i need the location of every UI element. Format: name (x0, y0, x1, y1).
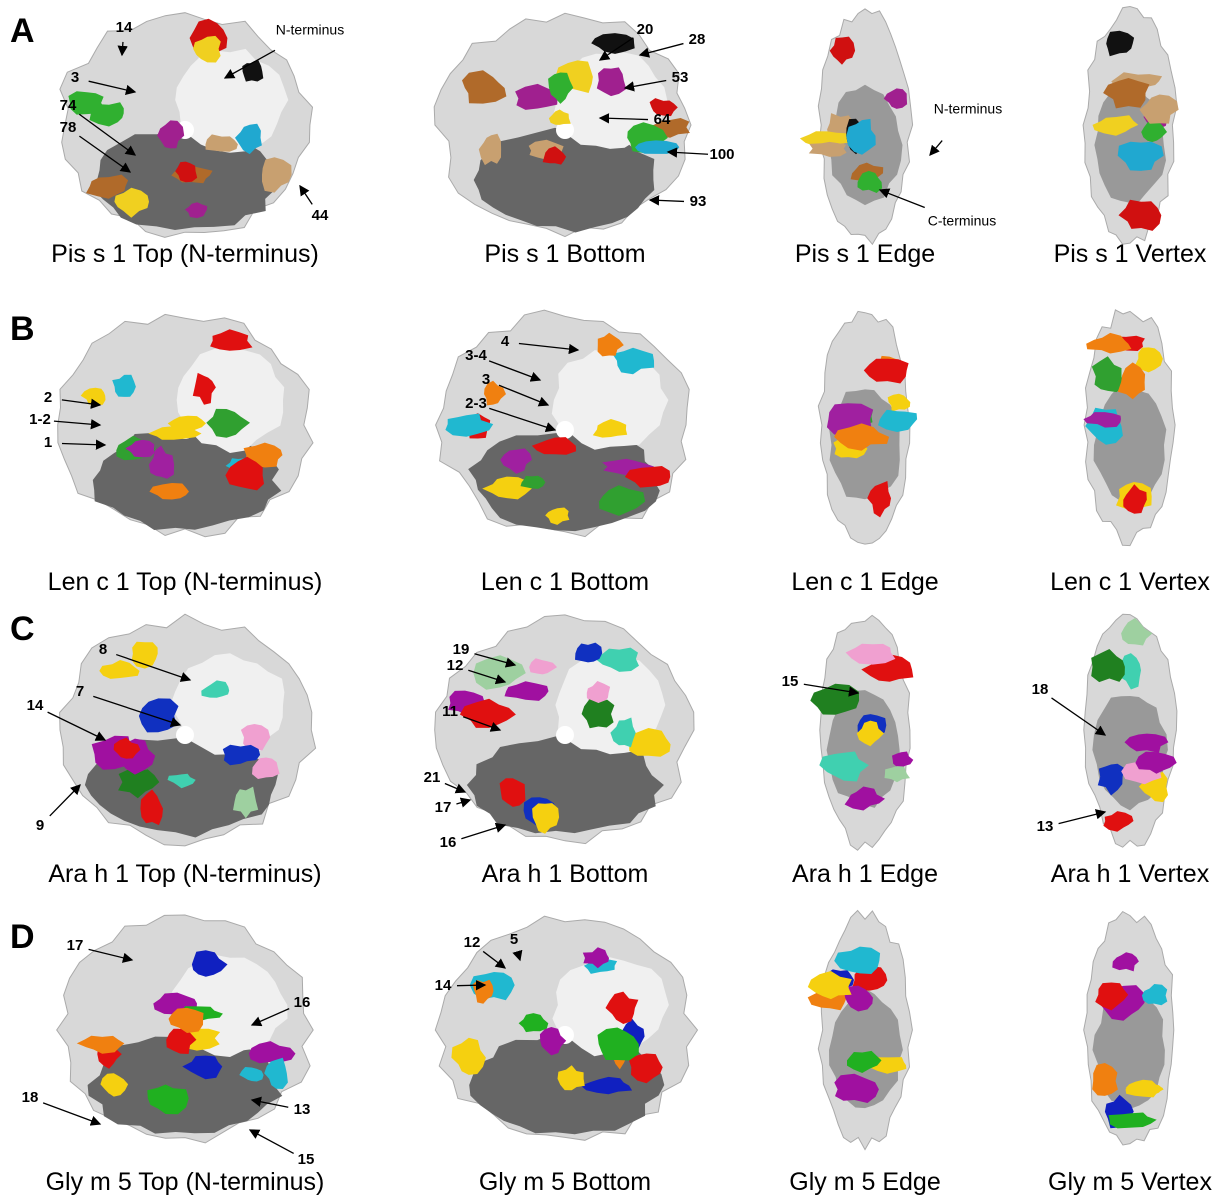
protein-view (800, 9, 913, 244)
panel-letter: D (10, 918, 35, 956)
epitope-label: 17 (67, 937, 84, 954)
view-caption: Gly m 5 Bottom (479, 1168, 651, 1196)
epitope-label: 78 (60, 119, 77, 136)
epitope-label: 14 (27, 697, 44, 714)
protein-view (60, 13, 313, 238)
epitope-label: 18 (22, 1089, 39, 1106)
protein-view (1083, 310, 1175, 546)
view-caption: Gly m 5 Top (N-terminus) (46, 1168, 325, 1196)
label-arrow (650, 200, 684, 201)
epitope-label: 28 (689, 31, 706, 48)
epitope-label: 12 (464, 934, 481, 951)
epitope-label: 93 (690, 193, 707, 210)
view-caption: Pis s 1 Vertex (1054, 240, 1207, 268)
protein-view (436, 310, 690, 536)
epitope-label: 100 (709, 146, 734, 163)
epitope-label: 19 (453, 641, 470, 658)
label-arrow (50, 785, 80, 816)
view-caption: Ara h 1 Vertex (1051, 860, 1210, 888)
epitope-label: 53 (672, 69, 689, 86)
view-caption: Len c 1 Bottom (481, 568, 649, 596)
epitope-label: 13 (294, 1101, 311, 1118)
view-caption: Len c 1 Edge (791, 568, 938, 596)
label-arrow (461, 825, 505, 839)
epitope-label: 5 (510, 931, 518, 948)
label-arrow (930, 141, 942, 155)
view-caption: Gly m 5 Edge (789, 1168, 940, 1196)
protein-view (808, 911, 913, 1150)
epitope-label: 14 (435, 977, 452, 994)
protein-view (1084, 912, 1174, 1145)
epitope-label: 1-2 (29, 411, 51, 428)
epitope-label: 16 (440, 834, 457, 851)
epitope-label: 3 (71, 69, 79, 86)
view-caption: Pis s 1 Top (N-terminus) (51, 240, 319, 268)
panel-letter: C (10, 610, 35, 648)
protein-view (810, 615, 913, 850)
epitope-label: 74 (60, 97, 77, 114)
protein-pore (556, 726, 574, 744)
view-caption: Ara h 1 Bottom (482, 860, 649, 888)
view-caption: Ara h 1 Top (N-terminus) (48, 860, 321, 888)
epitope-label: 3 (482, 371, 490, 388)
epitope-label: C-terminus (928, 213, 996, 229)
epitope-label: 4 (501, 333, 510, 350)
epitope-label: 1 (44, 434, 52, 451)
epitope-patch (809, 142, 847, 157)
figure: APis s 1 Top (N-terminus)14N-terminus374… (0, 0, 1221, 1203)
label-arrow (250, 1130, 294, 1153)
view-caption: Len c 1 Vertex (1050, 568, 1210, 596)
epitope-label: 16 (294, 994, 311, 1011)
view-caption: Pis s 1 Bottom (484, 240, 645, 268)
epitope-label: 20 (637, 21, 654, 38)
epitope-label: 3-4 (465, 347, 487, 364)
epitope-label: 2 (44, 389, 52, 406)
epitope-label: 21 (424, 769, 441, 786)
protein-view (57, 915, 314, 1143)
epitope-label: 15 (782, 673, 799, 690)
epitope-patch (262, 157, 292, 192)
view-caption: Ara h 1 Edge (792, 860, 938, 888)
epitope-label: 9 (36, 817, 44, 834)
view-caption: Gly m 5 Vertex (1048, 1168, 1212, 1196)
epitope-label: 17 (435, 799, 452, 816)
epitope-label: 7 (76, 683, 84, 700)
protein-pore (556, 421, 574, 439)
epitope-label: 12 (447, 657, 464, 674)
label-arrow (300, 186, 312, 204)
epitope-label: N-terminus (934, 101, 1002, 117)
panel-letter: B (10, 310, 35, 348)
epitope-label: 14 (116, 19, 133, 36)
protein-view (435, 615, 694, 844)
label-arrow (457, 985, 485, 986)
epitope-label: 44 (312, 207, 329, 224)
label-arrow (1059, 812, 1105, 824)
label-arrow (456, 800, 470, 804)
view-caption: Pis s 1 Edge (795, 240, 935, 268)
epitope-label: N-terminus (276, 22, 344, 38)
panel-letter: A (10, 12, 35, 50)
epitope-label: 13 (1037, 818, 1054, 835)
epitope-label: 2-3 (465, 395, 487, 412)
epitope-label: 11 (442, 703, 458, 720)
epitope-label: 8 (99, 641, 107, 658)
epitope-label: 18 (1032, 681, 1049, 698)
epitope-label: 64 (654, 111, 671, 128)
protein-view (434, 13, 691, 236)
protein-view (1083, 7, 1179, 245)
protein-view (818, 311, 917, 544)
view-caption: Len c 1 Top (N-terminus) (48, 568, 323, 596)
epitope-label: 15 (298, 1151, 315, 1168)
protein-pore (176, 726, 194, 744)
protein-view (58, 314, 313, 536)
